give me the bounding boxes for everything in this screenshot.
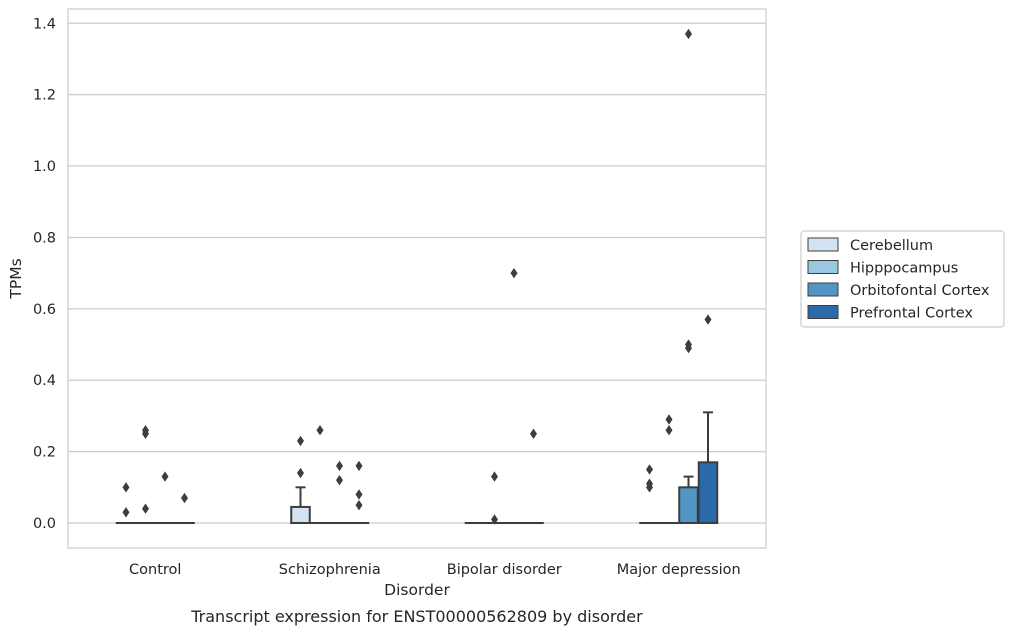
x-tick-label: Control bbox=[129, 562, 181, 578]
box-hipppocampus bbox=[658, 414, 680, 525]
box-orbitofontal-cortex bbox=[678, 28, 699, 525]
outlier-point bbox=[122, 507, 130, 518]
box-hipppocampus bbox=[135, 425, 156, 525]
box-hipppocampus bbox=[309, 425, 331, 525]
legend-frame bbox=[800, 230, 1005, 328]
outlier-point bbox=[491, 471, 498, 482]
x-tick-label: Major depression bbox=[617, 562, 741, 578]
box-cerebellum bbox=[115, 482, 137, 525]
outlier-point bbox=[355, 489, 363, 500]
box-orbitofontal-cortex bbox=[154, 471, 176, 525]
legend-swatch bbox=[807, 305, 839, 319]
outlier-point bbox=[355, 460, 363, 472]
legend: Cerebellum Hipppocampus Orbitofontal Corte… bbox=[800, 230, 1005, 328]
outlier-point bbox=[665, 414, 673, 425]
x-tick-labels: Control Schizophrenia Bipolar disorder Majo… bbox=[129, 562, 741, 578]
box-cerebellum bbox=[639, 464, 660, 525]
outlier-point bbox=[491, 514, 498, 525]
y-tick-labels: 0.0 0.2 0.4 0.6 0.8 1.0 1.2 1.4 bbox=[33, 16, 56, 532]
x-tick-label: Bipolar disorder bbox=[447, 562, 562, 578]
outlier-point bbox=[297, 467, 304, 479]
y-tick-label: 0.8 bbox=[33, 230, 56, 246]
outlier-point bbox=[142, 425, 149, 436]
box-body bbox=[697, 461, 719, 525]
outlier-point bbox=[297, 435, 304, 447]
y-tick-label: 0.6 bbox=[33, 302, 56, 318]
box-hipppocampus bbox=[484, 471, 505, 525]
outlier-point bbox=[685, 28, 692, 40]
outlier-point bbox=[316, 425, 324, 436]
chart-caption: Transcript expression for ENST0000056280… bbox=[190, 607, 643, 626]
legend-swatch bbox=[807, 237, 839, 252]
y-axis-title: TPMs bbox=[7, 258, 25, 299]
outlier-point bbox=[685, 339, 692, 350]
x-tick-label: Schizophrenia bbox=[279, 562, 381, 578]
outlier-point bbox=[336, 460, 343, 472]
y-tick-label: 1.2 bbox=[33, 88, 56, 104]
outlier-point bbox=[665, 425, 673, 436]
outlier-point bbox=[530, 428, 537, 439]
outlier-point bbox=[646, 478, 653, 489]
y-tick-label: 0.0 bbox=[33, 516, 56, 532]
outlier-point bbox=[142, 503, 149, 514]
legend-label: Orbitofontal Cortex bbox=[850, 283, 990, 299]
outlier-point bbox=[181, 492, 188, 504]
outlier-point bbox=[355, 499, 363, 511]
y-tick-label: 0.2 bbox=[33, 445, 56, 461]
box-series bbox=[115, 28, 719, 525]
outlier-point bbox=[122, 482, 130, 493]
legend-swatch bbox=[807, 260, 839, 274]
y-tick-label: 0.4 bbox=[33, 373, 56, 389]
box-prefrontal-cortex bbox=[523, 428, 544, 525]
box-orbitofontal-cortex bbox=[329, 460, 350, 525]
box-prefrontal-cortex bbox=[697, 314, 719, 525]
box-body bbox=[290, 505, 311, 525]
outlier-point bbox=[161, 471, 169, 482]
legend-label: Cerebellum bbox=[850, 238, 933, 254]
grid-lines bbox=[68, 22, 766, 524]
legend-swatch bbox=[807, 282, 839, 297]
box-prefrontal-cortex bbox=[174, 492, 195, 525]
legend-label: Prefrontal Cortex bbox=[850, 306, 973, 322]
legend-label: Hipppocampus bbox=[850, 261, 958, 277]
y-tick-label: 1.4 bbox=[33, 16, 56, 32]
outlier-point bbox=[510, 267, 518, 279]
box-orbitofontal-cortex bbox=[503, 267, 525, 525]
outlier-point bbox=[646, 464, 653, 475]
y-tick-label: 1.0 bbox=[33, 159, 56, 175]
box-prefrontal-cortex bbox=[348, 460, 370, 525]
x-axis-title: Disorder bbox=[384, 581, 450, 599]
box-cerebellum bbox=[290, 435, 311, 525]
box-body bbox=[678, 486, 699, 525]
plot-frame bbox=[67, 8, 767, 549]
outlier-point bbox=[704, 314, 712, 325]
outlier-point bbox=[336, 474, 343, 486]
